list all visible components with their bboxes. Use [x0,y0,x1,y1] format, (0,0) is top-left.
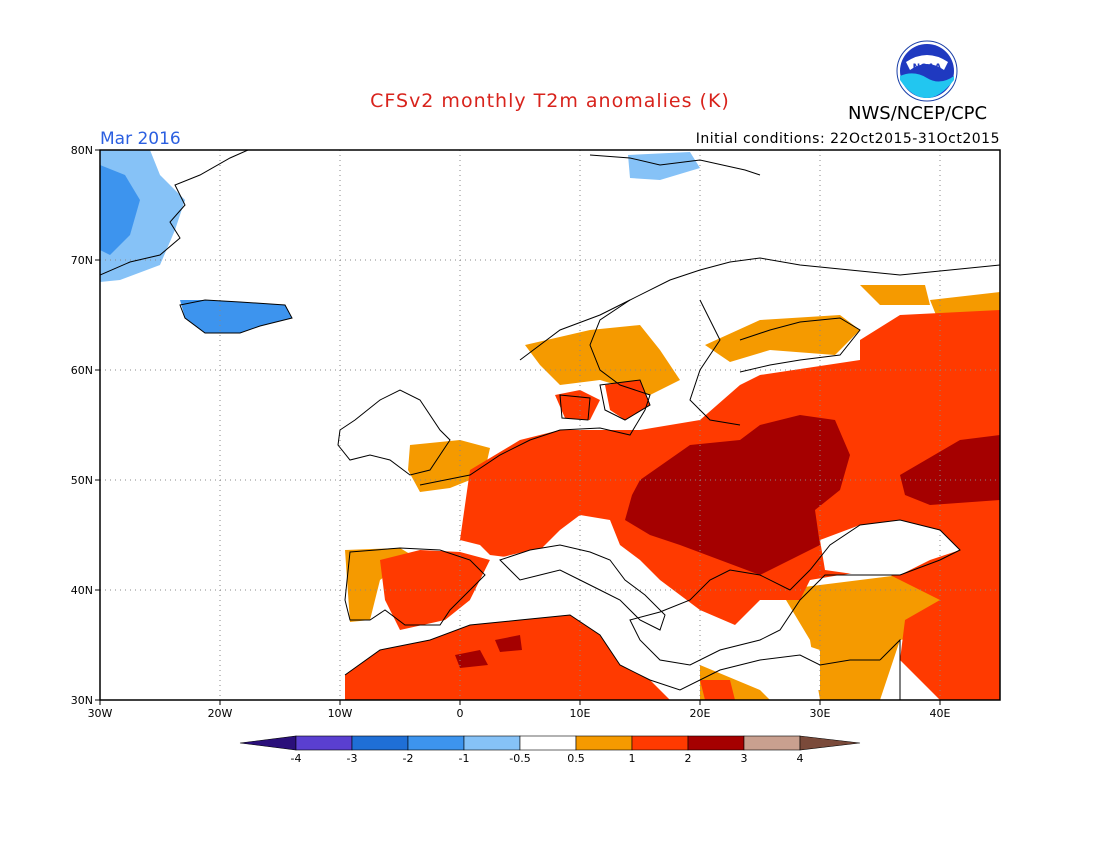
organization-label: NWS/NCEP/CPC [848,103,988,124]
chart-title: CFSv2 monthly T2m anomalies (K) [370,90,730,112]
coastlines [100,150,1000,700]
colorbar-label: -2 [403,752,414,765]
colorbar-label: -4 [291,752,302,765]
lat-label: 40N [71,584,93,597]
colorbar-label: 2 [685,752,692,765]
lat-label: 50N [71,474,93,487]
colorbar-label: 3 [741,752,748,765]
colorbar-swatch [799,735,861,751]
logo-text: NOAA [913,63,942,73]
colorbar-swatch [239,735,297,751]
valid-month: Mar 2016 [100,129,181,149]
axis-ticks [95,149,941,705]
warm-strong-region [455,415,1000,668]
mediterranean-neutral [470,545,820,690]
graticule [100,150,1000,700]
colorbar-swatch [407,735,465,751]
colorbar-swatch [687,735,745,751]
lat-label: 30N [71,694,93,707]
lon-label: 20E [690,707,711,720]
colorbar-swatch [351,735,409,751]
lon-label: 40E [930,707,951,720]
colorbar-label: -3 [347,752,358,765]
colorbar-swatch [463,735,521,751]
colorbar-label: 1 [629,752,636,765]
greenland-colder-region [100,165,140,255]
map-frame [99,149,1001,701]
lon-label: 0 [457,707,464,720]
colorbar-label: 0.5 [567,752,585,765]
colorbar-swatch [575,735,633,751]
colorbar [239,735,861,751]
lon-label: 30W [88,707,113,720]
warm-light-region [345,285,1000,700]
lat-label: 60N [71,364,93,377]
colorbar-label: -1 [459,752,470,765]
iceland-cold-region [180,300,292,333]
lat-label: 80N [71,144,93,157]
lon-label: 10E [570,707,591,720]
noaa-logo-icon: NOAA [896,40,958,102]
lon-label: 10W [328,707,353,720]
colorbar-label: -0.5 [509,752,530,765]
lon-label: 20W [208,707,233,720]
colorbar-swatch [743,735,801,751]
colorbar-swatch [519,735,577,751]
black-sea-neutral [820,520,960,575]
initial-conditions: Initial conditions: 22Oct2015-31Oct2015 [695,131,1000,147]
colorbar-swatch [631,735,689,751]
colorbar-swatch [295,735,353,751]
colorbar-label: 4 [797,752,804,765]
anomaly-field [100,150,1000,700]
lat-label: 70N [71,254,93,267]
lon-label: 30E [810,707,831,720]
svalbard-cold-region [628,152,700,180]
